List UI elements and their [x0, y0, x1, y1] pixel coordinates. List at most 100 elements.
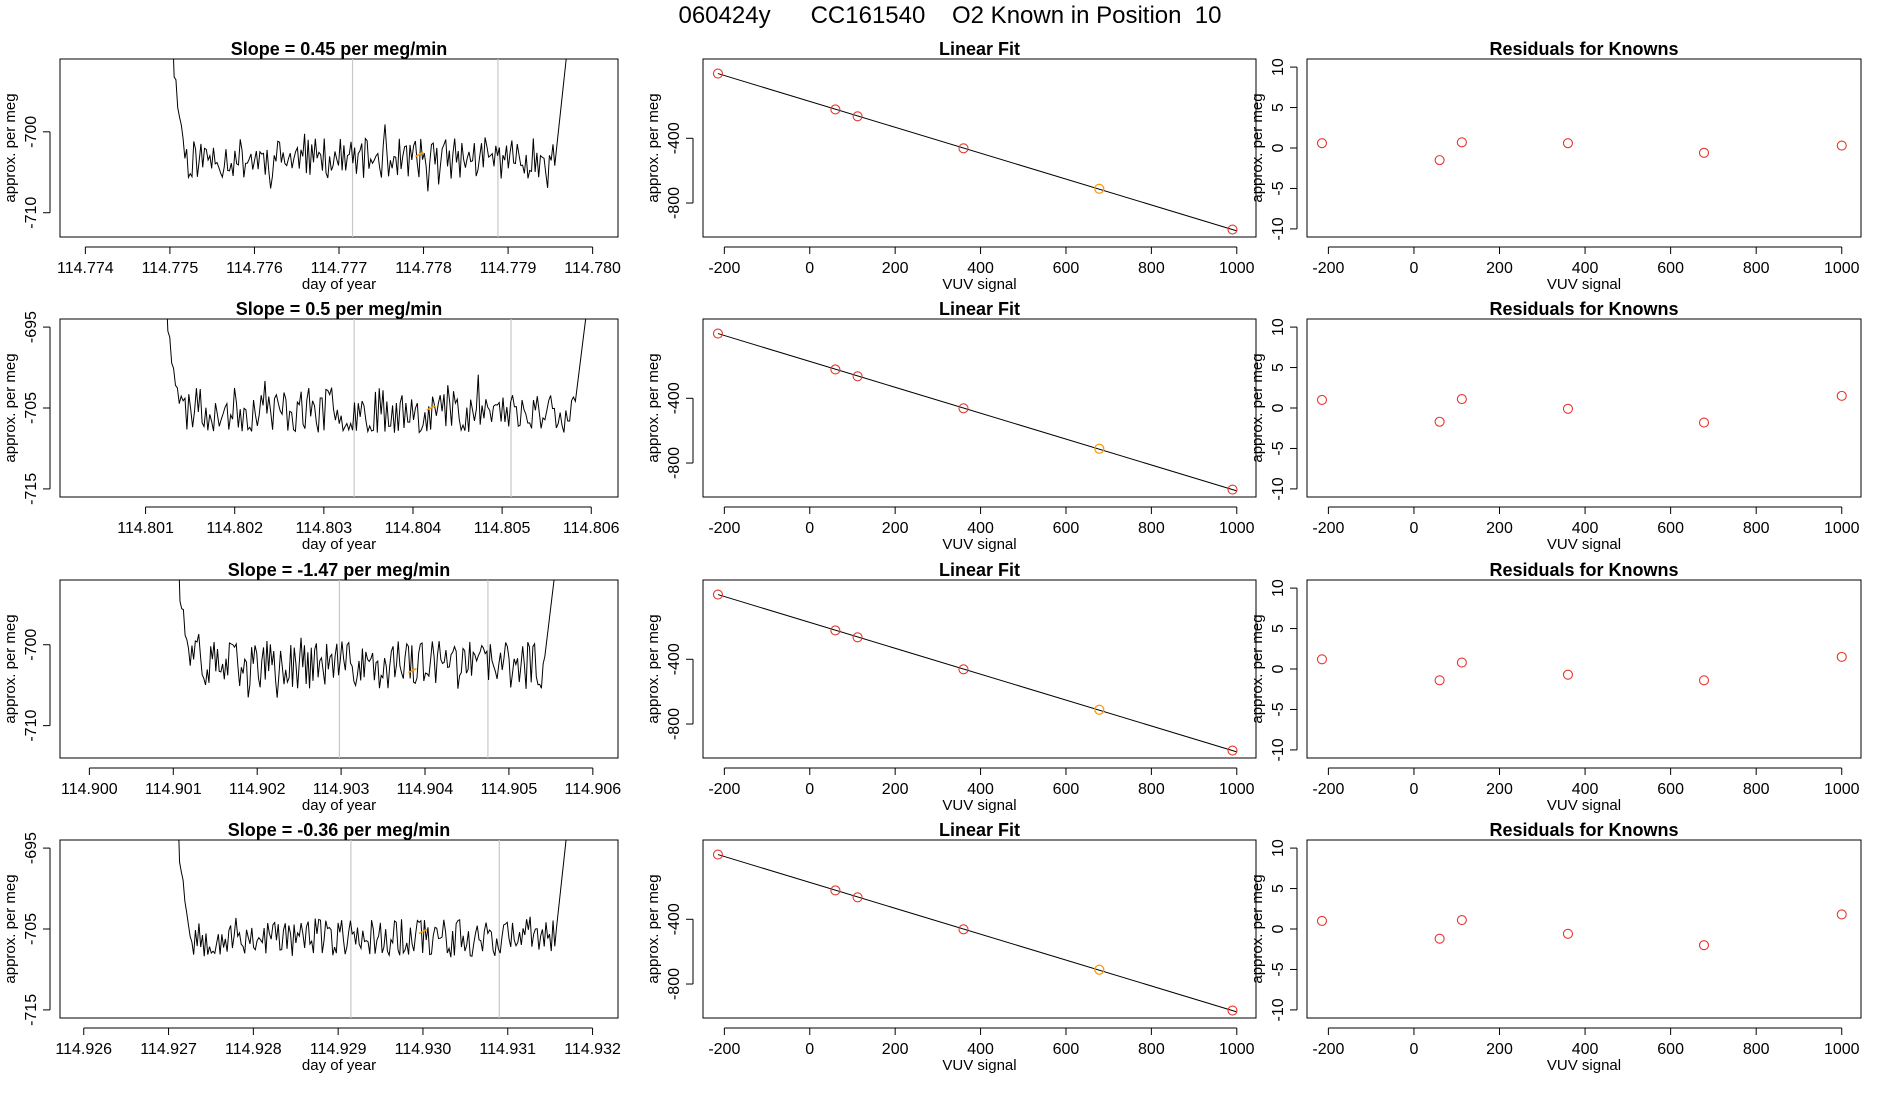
plot-area — [712, 328, 1238, 495]
standard-point — [830, 885, 841, 896]
x-tick-label: -200 — [708, 781, 740, 798]
y-tick-label: 0 — [1270, 403, 1287, 412]
plot-frame — [702, 318, 1257, 498]
fit-line — [717, 73, 1237, 232]
residual-point — [1316, 138, 1328, 149]
y-axis-label: approx. per meg — [1249, 874, 1266, 983]
x-tick-label: 0 — [1409, 781, 1418, 798]
fit-line — [717, 854, 1237, 1013]
residual-panel-3: Residuals for Knowns-200 0 200 400 600 800 100… — [1249, 560, 1862, 814]
x-tick-label: 800 — [1138, 260, 1165, 277]
standard-point — [852, 371, 863, 382]
residual-point — [1434, 675, 1445, 686]
plot-area — [173, 59, 567, 237]
y-tick-label: -715 — [23, 994, 40, 1026]
chart-title: Slope = 0.45 per meg/min — [231, 39, 448, 59]
y-tick-label: -800 — [666, 187, 683, 219]
x-tick-label: 0 — [805, 520, 814, 537]
x-tick-label: 114.802 — [206, 520, 263, 537]
residual-panel-1: Residuals for Knowns-200 0 200 400 600 800 100… — [1249, 39, 1862, 293]
y-tick-label: 10 — [1270, 58, 1287, 76]
standard-point — [830, 104, 841, 115]
time-series-line — [166, 319, 587, 434]
x-tick-label: 0 — [805, 781, 814, 798]
fit-panel-1: Linear Fit -200 0 200 400 600 800 1000 VUV signa… — [645, 39, 1257, 293]
x-tick-label: 800 — [1138, 1041, 1165, 1058]
residual-point — [1434, 155, 1445, 166]
x-tick-label: 800 — [1138, 781, 1165, 798]
residual-point — [1836, 651, 1847, 662]
y-tick-label: -705 — [23, 913, 40, 945]
residual-point — [1562, 928, 1574, 939]
plot-frame — [702, 58, 1257, 238]
standard-point — [712, 68, 723, 79]
residual-point — [1836, 390, 1847, 401]
x-tick-label: 200 — [882, 260, 909, 277]
x-tick-label: 114.900 — [61, 781, 118, 798]
y-tick-label: -700 — [23, 116, 40, 148]
x-tick-label: -200 — [1312, 781, 1344, 798]
x-tick-label: 114.901 — [145, 781, 202, 798]
chart-title: Slope = -0.36 per meg/min — [228, 820, 451, 840]
x-tick-label: 600 — [1657, 781, 1684, 798]
chart-title: Slope = 0.5 per meg/min — [236, 299, 443, 319]
x-tick-label: -200 — [1312, 260, 1344, 277]
y-tick-label: -695 — [23, 832, 40, 864]
x-tick-label: 400 — [967, 1041, 994, 1058]
y-tick-label: -710 — [23, 197, 40, 229]
plot-frame — [59, 58, 619, 238]
plot-area — [712, 68, 1238, 235]
y-tick-label: -400 — [666, 643, 683, 675]
y-axis-label: approx. per meg — [1249, 93, 1266, 202]
known-sample-marker — [408, 667, 417, 674]
x-tick-label: 114.927 — [140, 1041, 197, 1058]
x-tick-label: 1000 — [1824, 781, 1860, 798]
y-tick-label: -10 — [1270, 998, 1287, 1021]
x-tick-label: 114.930 — [395, 1041, 452, 1058]
y-axis-label: approx. per meg — [2, 353, 19, 462]
plot-area — [1316, 390, 1847, 428]
standard-point — [958, 403, 969, 414]
x-tick-label: 114.903 — [313, 781, 370, 798]
chart-title: Linear Fit — [939, 299, 1020, 319]
x-tick-label: -200 — [708, 1041, 740, 1058]
y-tick-label: -5 — [1270, 181, 1287, 195]
y-tick-label: 0 — [1270, 924, 1287, 933]
plot-area — [1316, 651, 1847, 686]
x-tick-label: 1000 — [1824, 1041, 1860, 1058]
residual-point — [1316, 654, 1328, 665]
known-point — [1094, 443, 1105, 454]
y-tick-label: -400 — [666, 382, 683, 414]
x-axis-label: day of year — [302, 797, 376, 814]
x-tick-label: 600 — [1053, 781, 1080, 798]
residual-point — [1562, 138, 1574, 149]
chart-title: Linear Fit — [939, 560, 1020, 580]
y-tick-label: 5 — [1270, 103, 1287, 112]
y-tick-label: -705 — [23, 392, 40, 424]
y-tick-label: 5 — [1270, 363, 1287, 372]
y-tick-label: 0 — [1270, 664, 1287, 673]
plot-area — [166, 319, 587, 497]
x-tick-label: 114.778 — [395, 260, 452, 277]
y-tick-label: -400 — [666, 122, 683, 154]
standard-point — [852, 892, 863, 903]
chart-title: Slope = -1.47 per meg/min — [228, 560, 451, 580]
plot-frame — [59, 318, 619, 498]
x-tick-label: 800 — [1138, 520, 1165, 537]
x-axis-label: day of year — [302, 1057, 376, 1074]
plot-area — [712, 849, 1238, 1016]
x-tick-label: 114.904 — [397, 781, 454, 798]
plot-frame — [702, 839, 1257, 1019]
x-tick-label: 114.780 — [564, 260, 621, 277]
plot-area — [178, 840, 567, 1018]
x-tick-label: 800 — [1743, 781, 1770, 798]
standard-point — [712, 849, 723, 860]
standard-point — [958, 143, 969, 154]
y-tick-label: -5 — [1270, 702, 1287, 716]
time-panel-1: Slope = 0.45 per meg/min 114.774 114.775 11… — [2, 39, 621, 293]
x-tick-label: 200 — [882, 520, 909, 537]
x-tick-label: 114.929 — [310, 1041, 367, 1058]
chart-title: Residuals for Knowns — [1489, 299, 1678, 319]
y-tick-label: -695 — [23, 311, 40, 343]
plot-area — [1316, 909, 1847, 951]
